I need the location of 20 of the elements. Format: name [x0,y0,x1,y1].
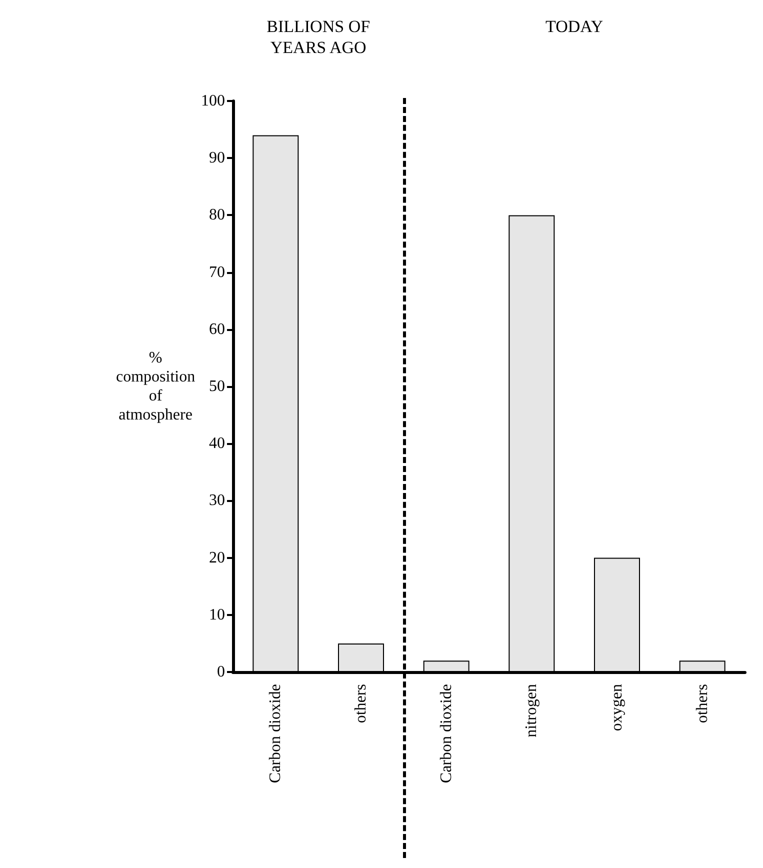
y-tick-label: 70 [209,264,225,281]
x-tick-label: others [694,684,711,724]
y-axis-title: % composition of atmosphere [116,350,196,424]
x-tick-label: others [352,684,370,724]
y-tick-label: 30 [209,492,225,510]
y-tick-label: 10 [209,606,225,624]
x-tick-label: Carbon dioxide [438,684,455,784]
y-tick-label: 80 [209,206,225,224]
y-tick-label: 60 [209,320,225,338]
text: TODAY [546,17,604,36]
y-tick-label: 50 [209,378,225,395]
x-tick-label: oxygen [608,684,626,732]
y-tick-label: 100 [201,92,225,110]
y-tick-label: 40 [209,435,225,452]
x-tick-label: Carbon dioxide [267,684,284,784]
y-tick-label: 0 [217,664,225,680]
text: BILLIONS OF YEARS AGO [266,17,370,57]
y-tick-label: 90 [209,150,225,167]
y-tick-label: 20 [209,549,225,566]
x-tick-label: nitrogen [523,684,540,738]
